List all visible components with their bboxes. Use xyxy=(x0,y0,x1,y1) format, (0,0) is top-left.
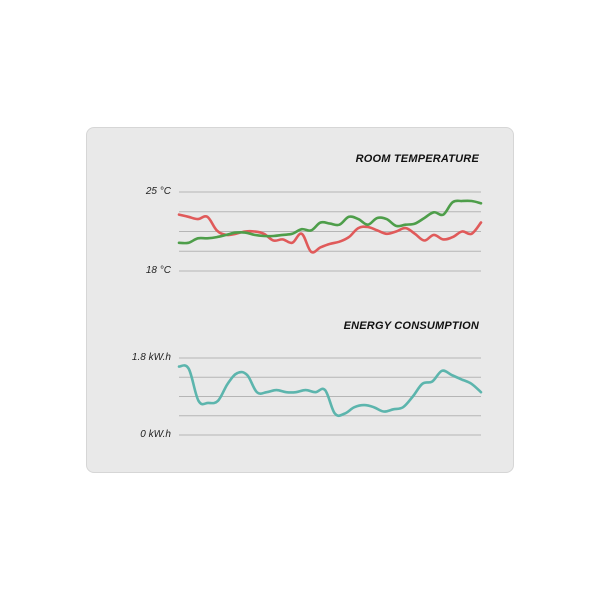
energy-y-bottom-label: 0 kW.h xyxy=(140,429,171,440)
temperature-chart xyxy=(177,191,483,272)
dashboard-panel: ROOM TEMPERATURE ENERGY CONSUMPTION 25 °… xyxy=(86,127,514,473)
energy-y-top-label: 1.8 kW.h xyxy=(131,352,171,363)
energy-chart xyxy=(177,357,483,436)
energy-series-line-0 xyxy=(177,364,483,418)
temp-y-bottom-label: 18 °C xyxy=(145,265,171,276)
room-temperature-title: ROOM TEMPERATURE xyxy=(355,153,479,165)
charts-canvas xyxy=(177,191,483,436)
temp-y-top-label: 25 °C xyxy=(145,186,171,197)
temp-series-line-0 xyxy=(177,213,483,254)
energy-consumption-title: ENERGY CONSUMPTION xyxy=(343,320,479,332)
temp-series-line-1 xyxy=(177,199,483,245)
